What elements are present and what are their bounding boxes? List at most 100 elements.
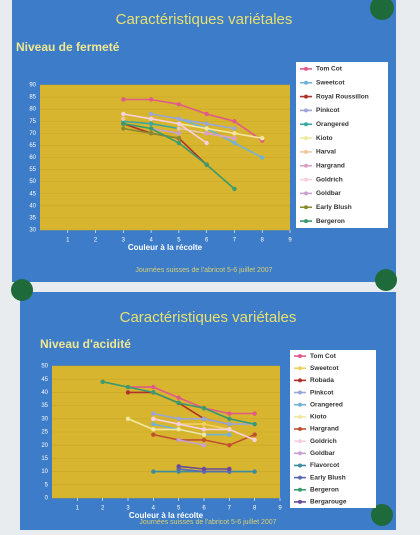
point bbox=[201, 416, 207, 421]
series-line bbox=[128, 386, 255, 415]
point bbox=[252, 469, 257, 474]
series-line bbox=[123, 113, 208, 144]
legend-label: Goldbar bbox=[310, 450, 335, 457]
point bbox=[121, 116, 126, 122]
point bbox=[176, 395, 181, 400]
chart-subtitle: Niveau de fermeté bbox=[16, 40, 120, 54]
pin bbox=[11, 279, 33, 301]
chart-subtitle: Niveau d'acidité bbox=[40, 337, 131, 351]
legend-marker bbox=[298, 475, 302, 480]
y-tick-label: 5 bbox=[45, 482, 49, 488]
point bbox=[176, 427, 181, 432]
point bbox=[201, 466, 207, 472]
legend-marker bbox=[304, 205, 308, 210]
point bbox=[227, 421, 232, 427]
y-tick-label: 85 bbox=[29, 95, 36, 101]
y-tick-label: 55 bbox=[29, 167, 36, 173]
point bbox=[260, 155, 265, 160]
legend-label: Sweetcot bbox=[316, 79, 345, 86]
y-tick-label: 80 bbox=[29, 107, 36, 113]
legend-label: Royal Roussillon bbox=[316, 93, 369, 100]
point bbox=[125, 416, 131, 421]
legend-marker bbox=[304, 94, 308, 99]
point bbox=[176, 416, 181, 421]
legend-marker bbox=[304, 108, 308, 113]
x-tick-label: 3 bbox=[122, 238, 126, 244]
x-tick-label: 2 bbox=[94, 238, 98, 244]
point bbox=[252, 411, 257, 416]
point bbox=[151, 390, 156, 395]
x-tick-label: 9 bbox=[278, 506, 282, 512]
point bbox=[252, 421, 257, 427]
point bbox=[151, 421, 156, 427]
point bbox=[201, 421, 207, 427]
point bbox=[227, 427, 232, 432]
point bbox=[148, 97, 154, 102]
point bbox=[121, 126, 126, 131]
legend-label: Goldrich bbox=[316, 176, 343, 183]
x-tick-label: 3 bbox=[126, 506, 130, 512]
point bbox=[151, 411, 156, 416]
legend-label: Kioto bbox=[316, 135, 333, 142]
x-tick-label: 2 bbox=[101, 506, 105, 512]
x-tick-label: 6 bbox=[205, 238, 209, 244]
y-tick-label: 45 bbox=[29, 191, 36, 197]
y-tick-label: 40 bbox=[41, 390, 48, 396]
y-tick-label: 15 bbox=[41, 456, 48, 462]
legend-label: Bergeron bbox=[310, 486, 339, 493]
point bbox=[148, 111, 154, 117]
legend-label: Hargrand bbox=[310, 426, 339, 433]
footer: Journées suisses de l'abricot 5-6 juille… bbox=[139, 519, 276, 526]
point bbox=[204, 111, 209, 117]
y-tick-label: 45 bbox=[41, 377, 48, 383]
point bbox=[204, 162, 209, 167]
point bbox=[260, 135, 265, 141]
y-tick-label: 30 bbox=[41, 416, 48, 422]
point bbox=[204, 140, 209, 146]
legend-label: Early Blush bbox=[316, 204, 352, 211]
legend-marker bbox=[304, 66, 308, 71]
point bbox=[176, 121, 182, 126]
y-tick-label: 40 bbox=[29, 203, 36, 209]
point bbox=[201, 406, 207, 411]
legend-label: Orangered bbox=[310, 401, 343, 408]
point bbox=[227, 411, 232, 416]
legend-label: Bergeron bbox=[316, 218, 345, 225]
legend-marker bbox=[304, 80, 308, 85]
series-line bbox=[127, 418, 205, 436]
legend-label: Harval bbox=[316, 149, 336, 156]
legend-label: Orangered bbox=[316, 121, 349, 128]
x-axis-label: Couleur à la récolte bbox=[128, 243, 203, 252]
legend-marker bbox=[298, 439, 302, 444]
point bbox=[176, 102, 182, 107]
point bbox=[252, 437, 257, 443]
y-tick-label: 60 bbox=[29, 155, 36, 161]
point bbox=[201, 437, 207, 443]
y-tick-label: 35 bbox=[41, 403, 48, 409]
point bbox=[232, 119, 237, 124]
point bbox=[176, 126, 182, 131]
x-tick-label: 9 bbox=[288, 238, 292, 244]
x-axis-label: Couleur à la récolte bbox=[129, 511, 204, 520]
poster-title: Caractéristiques variétales bbox=[120, 309, 297, 326]
y-tick-label: 75 bbox=[29, 119, 36, 125]
y-tick-label: 70 bbox=[29, 131, 36, 137]
point bbox=[204, 131, 209, 136]
legend-label: Kioto bbox=[310, 414, 327, 421]
series-line bbox=[123, 98, 263, 142]
point bbox=[151, 432, 156, 437]
x-tick-label: 8 bbox=[253, 506, 257, 512]
point bbox=[148, 131, 154, 136]
pin bbox=[371, 504, 393, 526]
legend-label: Sweetcot bbox=[310, 365, 339, 372]
point bbox=[176, 131, 182, 136]
series-line bbox=[150, 113, 235, 130]
point bbox=[148, 121, 154, 126]
point bbox=[227, 432, 232, 437]
x-tick-label: 1 bbox=[66, 238, 70, 244]
point bbox=[227, 416, 232, 421]
legend-marker bbox=[298, 414, 302, 419]
legend-marker bbox=[298, 366, 302, 371]
